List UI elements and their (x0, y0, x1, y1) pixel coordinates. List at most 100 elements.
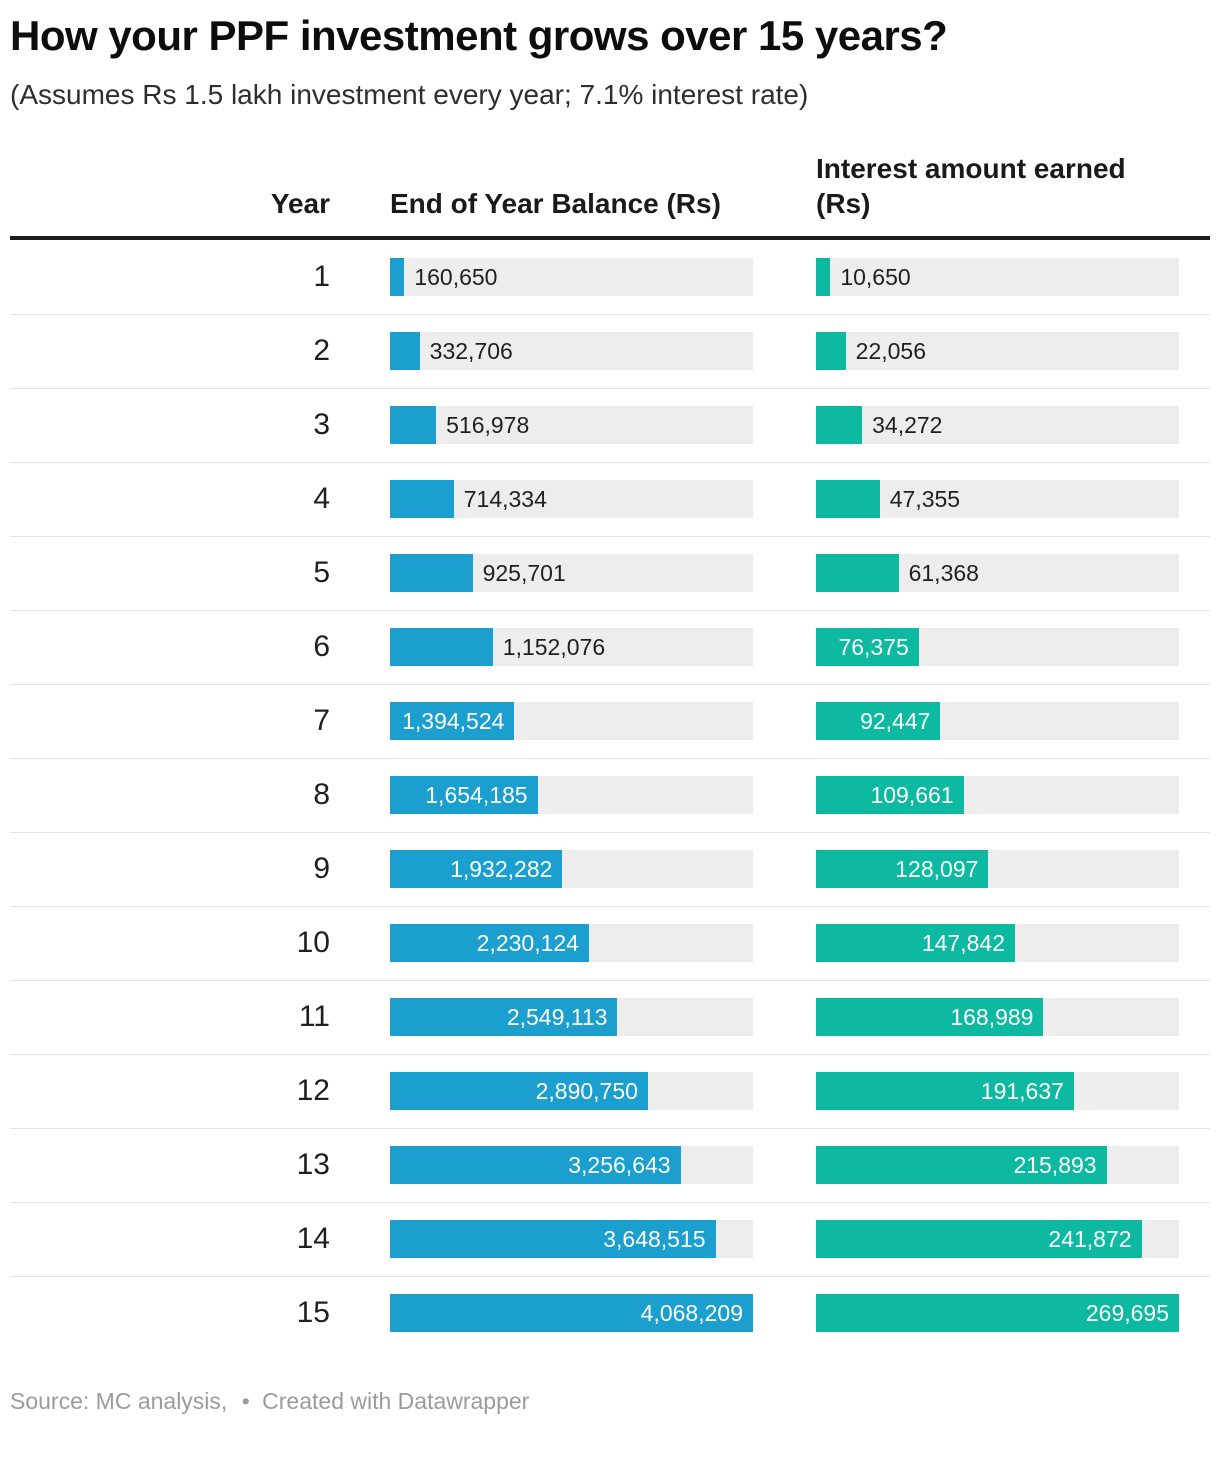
table-row: 6 1,152,076 76,375 (10, 609, 1210, 684)
table-row: 9 1,932,282 128,097 (10, 831, 1210, 906)
interest-bar-track: 76,375 (816, 628, 1179, 667)
interest-bar (816, 998, 1044, 1037)
table-row: 1 160,650 10,650 (10, 240, 1210, 314)
year-value: 7 (313, 704, 330, 738)
interest-bar-track: 168,989 (816, 998, 1179, 1037)
interest-value-label: 241,872 (1048, 1226, 1132, 1253)
interest-value-label: 128,097 (895, 856, 979, 883)
table-row: 14 3,648,515 241,872 (10, 1201, 1210, 1276)
table-row: 8 1,654,185 109,661 (10, 757, 1210, 832)
year-value: 9 (313, 852, 330, 886)
year-value: 12 (296, 1074, 330, 1108)
balance-bar (390, 998, 618, 1037)
interest-bar-track: 61,368 (816, 554, 1179, 593)
balance-bar-track: 1,654,185 (390, 776, 753, 815)
interest-bar (816, 257, 831, 296)
year-value: 10 (296, 926, 330, 960)
balance-value-label: 714,334 (463, 486, 547, 513)
chart-title: How your PPF investment grows over 15 ye… (10, 12, 948, 59)
interest-value-label: 61,368 (908, 560, 979, 587)
interest-bar-track: 92,447 (816, 702, 1179, 741)
interest-bar (816, 850, 989, 889)
interest-value-label: 76,375 (838, 634, 909, 661)
year-value: 3 (313, 408, 330, 442)
balance-value-label: 2,890,750 (535, 1078, 638, 1105)
interest-value-label: 147,842 (921, 930, 1005, 957)
table-row: 15 4,068,209 269,695 (10, 1275, 1210, 1350)
balance-value-label: 2,230,124 (476, 930, 579, 957)
interest-bar-track: 47,355 (816, 480, 1179, 519)
year-value: 6 (313, 630, 330, 664)
year-value: 4 (313, 482, 330, 516)
balance-value-label: 4,068,209 (640, 1300, 743, 1327)
table-row: 5 925,701 61,368 (10, 535, 1210, 610)
interest-bar-track: 215,893 (816, 1146, 1179, 1185)
balance-bar (390, 554, 473, 593)
interest-bar (816, 1072, 1074, 1111)
balance-bar (390, 850, 563, 889)
balance-bar-track: 3,256,643 (390, 1146, 753, 1185)
column-header-balance: End of Year Balance (Rs) (390, 187, 721, 219)
balance-bar-track: 4,068,209 (390, 1294, 753, 1333)
table-row: 2 332,706 22,056 (10, 313, 1210, 388)
balance-bar (390, 480, 454, 519)
interest-value-label: 47,355 (889, 486, 961, 513)
balance-bar-track: 332,706 (390, 332, 753, 371)
balance-value-label: 3,648,515 (603, 1226, 706, 1253)
interest-bar (816, 628, 919, 667)
attribution-link[interactable]: Created with Datawrapper (262, 1387, 530, 1414)
column-header-interest: Interest amount earned (Rs) (816, 152, 1126, 219)
interest-bar-track: 10,650 (816, 257, 1179, 296)
balance-bar (390, 776, 538, 815)
interest-bar-track: 269,695 (816, 1294, 1179, 1333)
table-row: 7 1,394,524 92,447 (10, 683, 1210, 758)
balance-value-label: 516,978 (446, 412, 530, 439)
interest-value-label: 34,272 (872, 412, 943, 439)
interest-bar (816, 1146, 1107, 1185)
balance-value-label: 1,654,185 (425, 782, 528, 809)
interest-bar-track: 128,097 (816, 850, 1179, 889)
interest-bar-track: 147,842 (816, 924, 1179, 963)
balance-bar (390, 1072, 648, 1111)
balance-value-label: 1,152,076 (502, 634, 606, 661)
table-body: 1 160,650 10,650 2 332,706 22,056 3 516,978 34,2… (10, 240, 1210, 1350)
year-value: 1 (313, 259, 330, 293)
footer-bullet: • (241, 1387, 250, 1414)
chart-container: How your PPF investment grows over 15 ye… (0, 12, 1220, 1415)
column-header-year: Year (270, 187, 330, 219)
interest-bar (816, 406, 863, 445)
balance-bar-track: 2,230,124 (390, 924, 753, 963)
interest-bar (816, 332, 846, 371)
balance-bar-track: 1,394,524 (390, 702, 753, 741)
interest-value-label: 10,650 (840, 263, 911, 290)
balance-bar (390, 332, 420, 371)
balance-value-label: 332,706 (429, 338, 513, 365)
interest-bar-track: 241,872 (816, 1220, 1179, 1259)
balance-bar (390, 1294, 753, 1333)
interest-value-label: 191,637 (980, 1078, 1064, 1105)
table-row: 12 2,890,750 191,637 (10, 1053, 1210, 1128)
table-row: 13 3,256,643 215,893 (10, 1127, 1210, 1202)
balance-bar-track: 160,650 (390, 257, 753, 296)
interest-value-label: 168,989 (950, 1004, 1034, 1031)
interest-bar (816, 702, 941, 741)
interest-value-label: 215,893 (1013, 1152, 1097, 1179)
interest-bar (816, 1294, 1179, 1333)
table-header-row: Year End of Year Balance (Rs) Interest a… (10, 144, 1210, 240)
balance-bar-track: 2,549,113 (390, 998, 753, 1037)
interest-bar-track: 191,637 (816, 1072, 1179, 1111)
balance-bar (390, 1146, 681, 1185)
balance-bar (390, 702, 515, 741)
interest-bar (816, 924, 1015, 963)
balance-value-label: 1,394,524 (402, 708, 505, 735)
interest-value-label: 269,695 (1085, 1300, 1169, 1327)
source-text: Source: MC analysis, (10, 1387, 228, 1414)
interest-bar (816, 776, 964, 815)
interest-value-label: 109,661 (870, 782, 954, 809)
interest-bar-track: 109,661 (816, 776, 1179, 815)
balance-bar-track: 516,978 (390, 406, 753, 445)
balance-bar-track: 3,648,515 (390, 1220, 753, 1259)
interest-bar-track: 34,272 (816, 406, 1179, 445)
interest-bar (816, 554, 899, 593)
balance-bar-track: 1,152,076 (390, 628, 753, 667)
